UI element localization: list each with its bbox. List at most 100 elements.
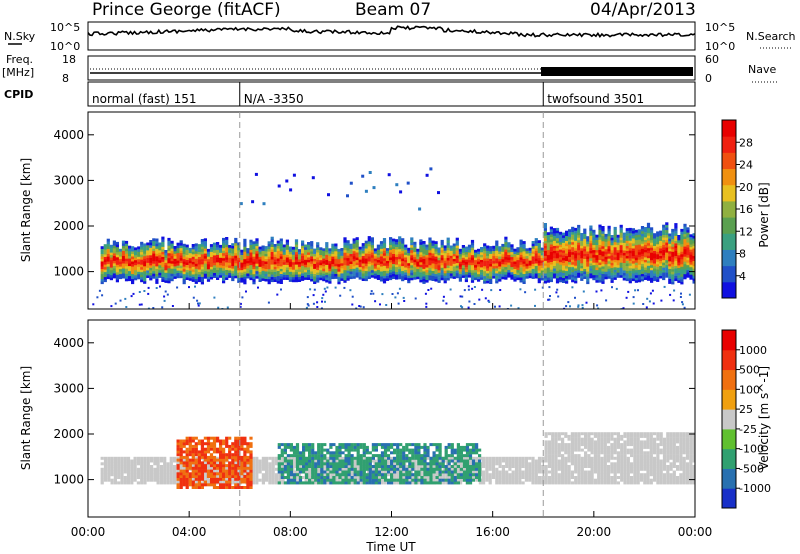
power-cell (285, 247, 289, 250)
power-cell (246, 255, 250, 259)
power-cell (240, 267, 244, 271)
power-cell (158, 257, 162, 261)
power-cell (134, 272, 138, 276)
power-cell (665, 224, 669, 228)
power-cell (273, 269, 277, 272)
power-cell (140, 246, 144, 250)
power-cell (498, 305, 501, 308)
power-cell (134, 277, 138, 281)
power-cell (507, 257, 511, 260)
power-cell (653, 235, 657, 239)
power-cell (510, 271, 514, 275)
power-cell (413, 274, 417, 278)
power-cell (291, 264, 296, 268)
power-cell (571, 234, 575, 238)
power-cell (307, 252, 311, 255)
power-cell (276, 268, 280, 271)
power-cell (322, 253, 326, 257)
velocity-cell (350, 481, 354, 485)
power-cell (219, 252, 223, 256)
power-cell (562, 242, 566, 246)
power-cell (376, 249, 380, 253)
velocity-cell (587, 440, 591, 444)
power-cell (176, 260, 180, 264)
power-cell (413, 249, 417, 253)
nsky-tick-bottom: 10^0 (50, 40, 80, 53)
velocity-cell (505, 470, 509, 474)
power-cell (228, 270, 232, 273)
power-cell (396, 292, 399, 295)
power-cell (637, 239, 641, 243)
velocity-cell (491, 459, 496, 463)
power-cell (437, 257, 441, 261)
velocity-cell (544, 440, 548, 444)
power-cell (167, 257, 171, 261)
velocity-cell (587, 465, 591, 468)
power-cell (646, 225, 651, 229)
velocity-cell (136, 481, 140, 485)
power-cell (646, 235, 651, 239)
power-cell (467, 269, 472, 273)
power-cell (489, 273, 493, 277)
velocity-cell (551, 456, 555, 460)
power-cell (534, 263, 538, 266)
power-cell (203, 245, 207, 249)
velocity-cell (488, 473, 492, 477)
power-cell (112, 255, 116, 259)
power-cell (385, 258, 390, 261)
velocity-cell (156, 462, 160, 466)
power-cell (291, 276, 296, 280)
power-cell (164, 275, 168, 278)
velocity-cell (488, 467, 492, 471)
power-cell (309, 288, 312, 291)
power-cell (422, 273, 426, 277)
power-cell (562, 252, 566, 256)
power-cell (680, 266, 684, 270)
power-cell (437, 267, 441, 271)
velocity-cell (324, 459, 328, 463)
power-cell (310, 248, 314, 252)
power-cell (240, 279, 244, 283)
power-cell (328, 258, 332, 262)
power-cell (537, 247, 541, 251)
power-cell (607, 255, 611, 259)
power-cell (158, 262, 162, 266)
power-cell (188, 260, 192, 264)
power-cell (140, 279, 144, 283)
velocity-cell (524, 470, 528, 474)
power-cell (261, 250, 265, 254)
power-cell (452, 251, 456, 254)
velocity-cell (156, 456, 160, 460)
power-cell (364, 245, 368, 249)
power-cell (234, 240, 238, 244)
power-cell (152, 268, 156, 272)
power-cell (261, 273, 265, 276)
power-cell (128, 253, 132, 257)
power-cell (574, 258, 578, 261)
power-cell (340, 273, 344, 276)
velocity-cell (567, 456, 571, 460)
power-cell (419, 242, 423, 245)
power-cell (449, 250, 453, 254)
velocity-cell (179, 467, 183, 471)
velocity-cell (478, 481, 482, 485)
power-cell (200, 244, 204, 247)
velocity-cell (432, 473, 436, 477)
power-cell (604, 241, 608, 245)
velocity-cell (274, 456, 279, 460)
power-cell (489, 253, 493, 257)
power-cell (425, 279, 429, 283)
velocity-cell (577, 459, 581, 463)
power-cell (167, 240, 171, 244)
power-cell (109, 264, 113, 268)
power-cell (182, 273, 186, 277)
power-cell (276, 240, 280, 244)
power-cell (228, 255, 232, 258)
velocity-cell (485, 465, 489, 468)
power-cell (637, 277, 641, 280)
power-cell (665, 232, 669, 236)
power-cell (321, 300, 323, 303)
power-cell (524, 291, 527, 294)
power-cell (680, 281, 684, 285)
power-cell (558, 239, 563, 243)
